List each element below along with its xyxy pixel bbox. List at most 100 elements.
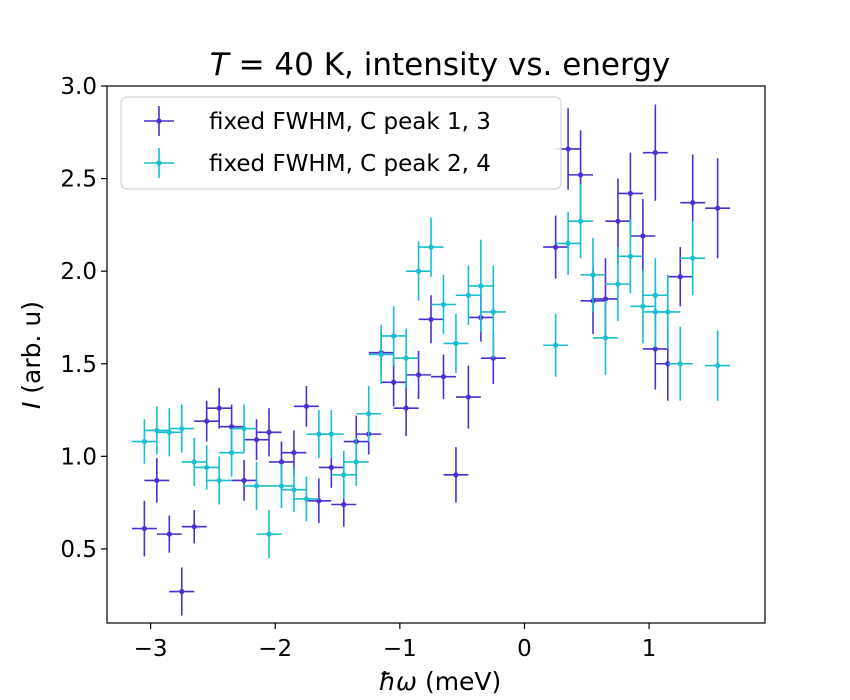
data-point: [381, 358, 407, 407]
data-marker: [577, 218, 584, 224]
data-point: [269, 463, 294, 509]
data-marker: [353, 459, 359, 465]
data-marker: [602, 335, 609, 341]
data-marker: [465, 394, 472, 400]
data-marker: [291, 487, 297, 493]
data-point: [293, 476, 319, 522]
data-point: [568, 184, 594, 259]
data-point: [244, 419, 270, 461]
data-marker: [652, 309, 658, 315]
data-point: [605, 247, 631, 322]
data-marker: [191, 524, 197, 530]
data-marker: [291, 450, 297, 456]
data-point: [593, 300, 618, 375]
y-tick-label: 0.5: [60, 537, 97, 563]
data-point: [393, 380, 419, 436]
data-marker: [565, 146, 571, 152]
data-point: [318, 410, 344, 459]
data-marker: [403, 355, 409, 361]
data-point: [443, 313, 469, 374]
data-marker: [141, 525, 147, 532]
legend-box: [120, 96, 562, 190]
data-marker: [690, 200, 696, 206]
data-marker: [590, 272, 596, 278]
legend-label-series-2: fixed FWHM, C peak 2, 4: [209, 151, 491, 177]
data-point: [680, 221, 706, 296]
data-marker: [341, 501, 347, 508]
data-marker: [615, 218, 621, 224]
data-marker: [241, 477, 247, 484]
x-axis-label: ħω (meV): [379, 667, 502, 696]
data-marker: [652, 150, 658, 156]
data-point: [169, 567, 195, 616]
data-point: [331, 450, 357, 499]
data-marker: [216, 405, 222, 411]
data-marker: [179, 425, 185, 432]
data-marker: [303, 403, 309, 409]
data-point: [431, 274, 456, 335]
data-point: [543, 313, 569, 377]
x-axis-label-symbol: ħω: [379, 667, 417, 696]
data-point: [343, 437, 369, 486]
data-marker: [715, 205, 721, 211]
data-marker: [229, 450, 235, 456]
data-marker: [677, 361, 683, 367]
data-marker: [715, 363, 721, 369]
y-tick-label: 2.0: [60, 259, 97, 285]
data-point: [431, 354, 456, 399]
data-marker: [415, 372, 422, 378]
data-marker: [141, 438, 147, 445]
data-marker: [453, 340, 459, 346]
data-point: [169, 404, 195, 453]
y-tick-label: 1.5: [60, 352, 97, 378]
data-point: [630, 269, 656, 344]
data-point: [231, 404, 257, 453]
data-marker: [328, 464, 334, 471]
data-point: [144, 458, 170, 503]
data-point: [705, 158, 731, 259]
data-marker: [266, 429, 272, 435]
data-marker: [366, 411, 372, 417]
data-marker: [266, 531, 272, 537]
y-axis-label-unit: (arb. u): [17, 301, 46, 402]
data-marker: [303, 496, 309, 502]
x-axis-label-unit: (meV): [417, 667, 501, 696]
data-marker: [391, 379, 397, 385]
data-point: [642, 104, 668, 201]
legend-marker-series-1: [144, 106, 174, 136]
data-marker: [602, 296, 609, 302]
data-marker: [565, 240, 571, 246]
legend: fixed FWHM, C peak 1, 3 fixed FWHM, C pe…: [120, 96, 562, 190]
data-point: [406, 241, 432, 301]
data-marker: [191, 459, 197, 465]
x-tick-label: −3: [134, 636, 168, 662]
data-marker: [328, 431, 334, 437]
data-point: [256, 408, 282, 457]
data-point: [356, 385, 382, 442]
data-marker: [615, 281, 621, 287]
data-marker: [440, 374, 447, 380]
data-point: [418, 295, 444, 344]
x-tick-label: 1: [642, 636, 657, 662]
x-tick-label: −2: [258, 636, 292, 662]
data-marker: [278, 459, 285, 465]
data-marker: [204, 464, 210, 471]
data-marker: [391, 333, 397, 339]
data-point: [131, 419, 157, 464]
data-point: [156, 515, 182, 553]
legend-dot: [156, 118, 162, 124]
data-marker: [166, 429, 172, 435]
data-point: [256, 510, 282, 559]
data-point: [555, 211, 581, 275]
data-marker: [403, 405, 409, 411]
data-point: [231, 460, 257, 501]
data-point: [181, 437, 207, 486]
data-marker: [490, 309, 496, 315]
data-marker: [478, 283, 484, 289]
title-rest: = 40 K, intensity vs. energy: [229, 47, 671, 83]
data-point: [244, 461, 270, 511]
data-marker: [278, 483, 285, 489]
data-point: [580, 237, 606, 312]
data-marker: [378, 351, 384, 358]
y-tick-label: 3.0: [60, 74, 97, 100]
